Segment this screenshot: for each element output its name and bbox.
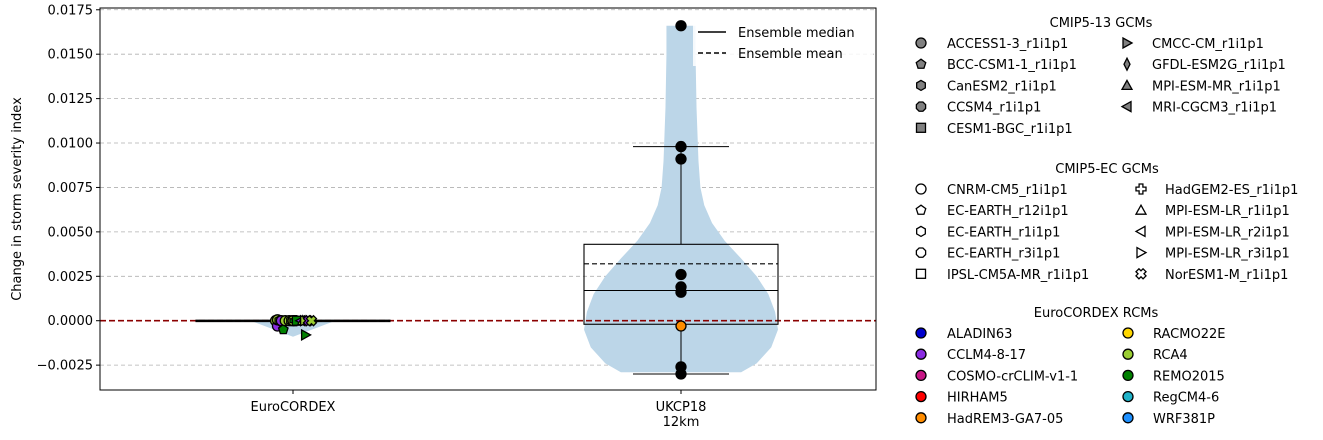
legend-label: MPI-ESM-MR_r1i1p1 [1152,79,1281,94]
legend-marker [1134,203,1148,215]
legend-label: HadREM3-GA7-05 [947,412,1063,427]
inner-legend-label: Ensemble mean [738,47,843,62]
legend-label: MPI-ESM-LR_r2i1p1 [1165,225,1290,240]
legend-label: EC-EARTH_r3i1p1 [947,247,1060,262]
data-point [305,314,318,327]
legend-marker [1134,225,1146,238]
legend-section: CMIP5-EC GCMs CNRM-CM5_r1i1p1 EC-EARTH_r12… [915,162,1298,283]
legend-marker [1123,56,1131,72]
legend-marker [915,122,927,133]
legend-label: REMO2015 [1153,369,1225,384]
legend-label: CNRM-CM5_r1i1p1 [947,183,1068,198]
legend-marker [1120,100,1132,113]
legend-label: IPSL-CM5A-MR_r1i1p1 [947,268,1089,283]
legend-marker [1120,79,1134,91]
legend-marker [915,247,927,258]
legend-marker [915,268,927,279]
legend-label: MPI-ESM-LR_r1i1p1 [1165,204,1290,219]
legend-marker [1122,412,1134,424]
legend-label: GFDL-ESM2G_r1i1p1 [1152,58,1286,73]
legend-marker [1136,246,1148,259]
legend-label: HadGEM2-ES_r1i1p1 [1165,183,1298,198]
legend-label: BCC-CSM1-1_r1i1p1 [947,58,1077,73]
legend-label: CESM1-BGC_r1i1p1 [947,122,1073,137]
y-tick-label: 0.0125 [48,92,94,107]
legend-marker [915,412,927,424]
legend-section: CMIP5-13 GCMs ACCESS1-3_r1i1p1 BCC-CSM1-1_… [915,16,1286,137]
legend-marker [1122,327,1134,339]
plot-frame [99,7,877,391]
legend-label: CMCC-CM_r1i1p1 [1152,37,1264,52]
data-point [675,368,687,380]
legend-label: CanESM2_r1i1p1 [947,79,1057,94]
y-tick-label: 0.0175 [48,3,94,18]
legend-marker [916,225,926,238]
legend-marker [915,327,927,339]
legend-label: RACMO22E [1153,327,1225,342]
legend-marker [1122,348,1134,360]
data-point [300,328,312,342]
x-tick-label: 12km [663,415,700,430]
y-tick-label: 0.0000 [48,314,94,329]
legend-label: CCSM4_r1i1p1 [947,101,1041,116]
y-tick-label: 0.0100 [48,137,94,152]
legend-marker [1122,390,1134,403]
data-point [675,153,687,165]
data-point [675,320,687,332]
legend-marker [915,183,927,195]
x-tick-label: EuroCORDEX [251,400,336,415]
legend-marker [1135,267,1147,280]
data-point [277,323,289,335]
legend-label: EC-EARTH_r1i1p1 [947,225,1060,240]
outer-legends: CMIP5-13 GCMs ACCESS1-3_r1i1p1 BCC-CSM1-1_… [915,16,1298,427]
legend-label: HIRHAM5 [947,391,1008,406]
inner-legend-box [693,18,873,66]
legend-marker [915,58,927,69]
legend-marker [915,369,927,382]
data-points [269,20,687,380]
legend-marker [916,79,926,92]
legend-label: CCLM4-8-17 [947,348,1026,363]
data-point [675,140,687,153]
y-axis-ticks: −0.0025 0.0000 0.0025 0.0050 0.0075 0.0100 0.0… [37,3,100,374]
legend-label: WRF381P [1153,412,1215,427]
legend-label: EC-EARTH_r12i1p1 [947,204,1069,219]
y-tick-label: 0.0050 [48,225,94,240]
legend-marker [915,101,927,112]
legend-label: RegCM4-6 [1153,391,1219,406]
data-point [675,268,687,281]
legend-label: MPI-ESM-LR_r3i1p1 [1165,247,1290,262]
y-tick-label: 0.0150 [48,48,94,63]
y-tick-label: 0.0075 [48,181,94,196]
data-point [675,286,687,298]
legend-title: CMIP5-EC GCMs [1055,162,1159,177]
legend-marker [1135,183,1147,195]
gridlines [100,9,876,366]
legend-label: RCA4 [1153,348,1188,363]
legend-marker [1122,36,1134,50]
x-tick-label: UKCP18 [656,400,707,415]
legend-marker [915,204,927,215]
legend-label: ACCESS1-3_r1i1p1 [947,37,1068,52]
legend-section: EuroCORDEX RCMs ALADIN63 CCLM4-8-17 COSMO-c… [915,306,1225,427]
legend-label: ALADIN63 [947,327,1012,342]
y-axis-label: Change in storm severity index [10,97,25,301]
legend-label: NorESM1-M_r1i1p1 [1165,268,1288,283]
legend-label: COSMO-crCLIM-v1-1 [947,369,1078,384]
legend-label: MRI-CGCM3_r1i1p1 [1152,101,1277,116]
legend-marker [915,390,927,403]
violin-eurocordex [196,319,390,337]
inner-legend: Ensemble median Ensemble mean [693,18,873,66]
y-tick-label: −0.0025 [37,359,93,374]
legend-marker [915,37,927,49]
legend-marker [1122,369,1134,382]
inner-legend-label: Ensemble median [738,26,855,41]
legend-marker [915,348,927,360]
legend-title: CMIP5-13 GCMs [1050,16,1153,31]
y-tick-label: 0.0025 [48,270,94,285]
legend-title: EuroCORDEX RCMs [1034,306,1159,321]
data-point [675,20,687,32]
